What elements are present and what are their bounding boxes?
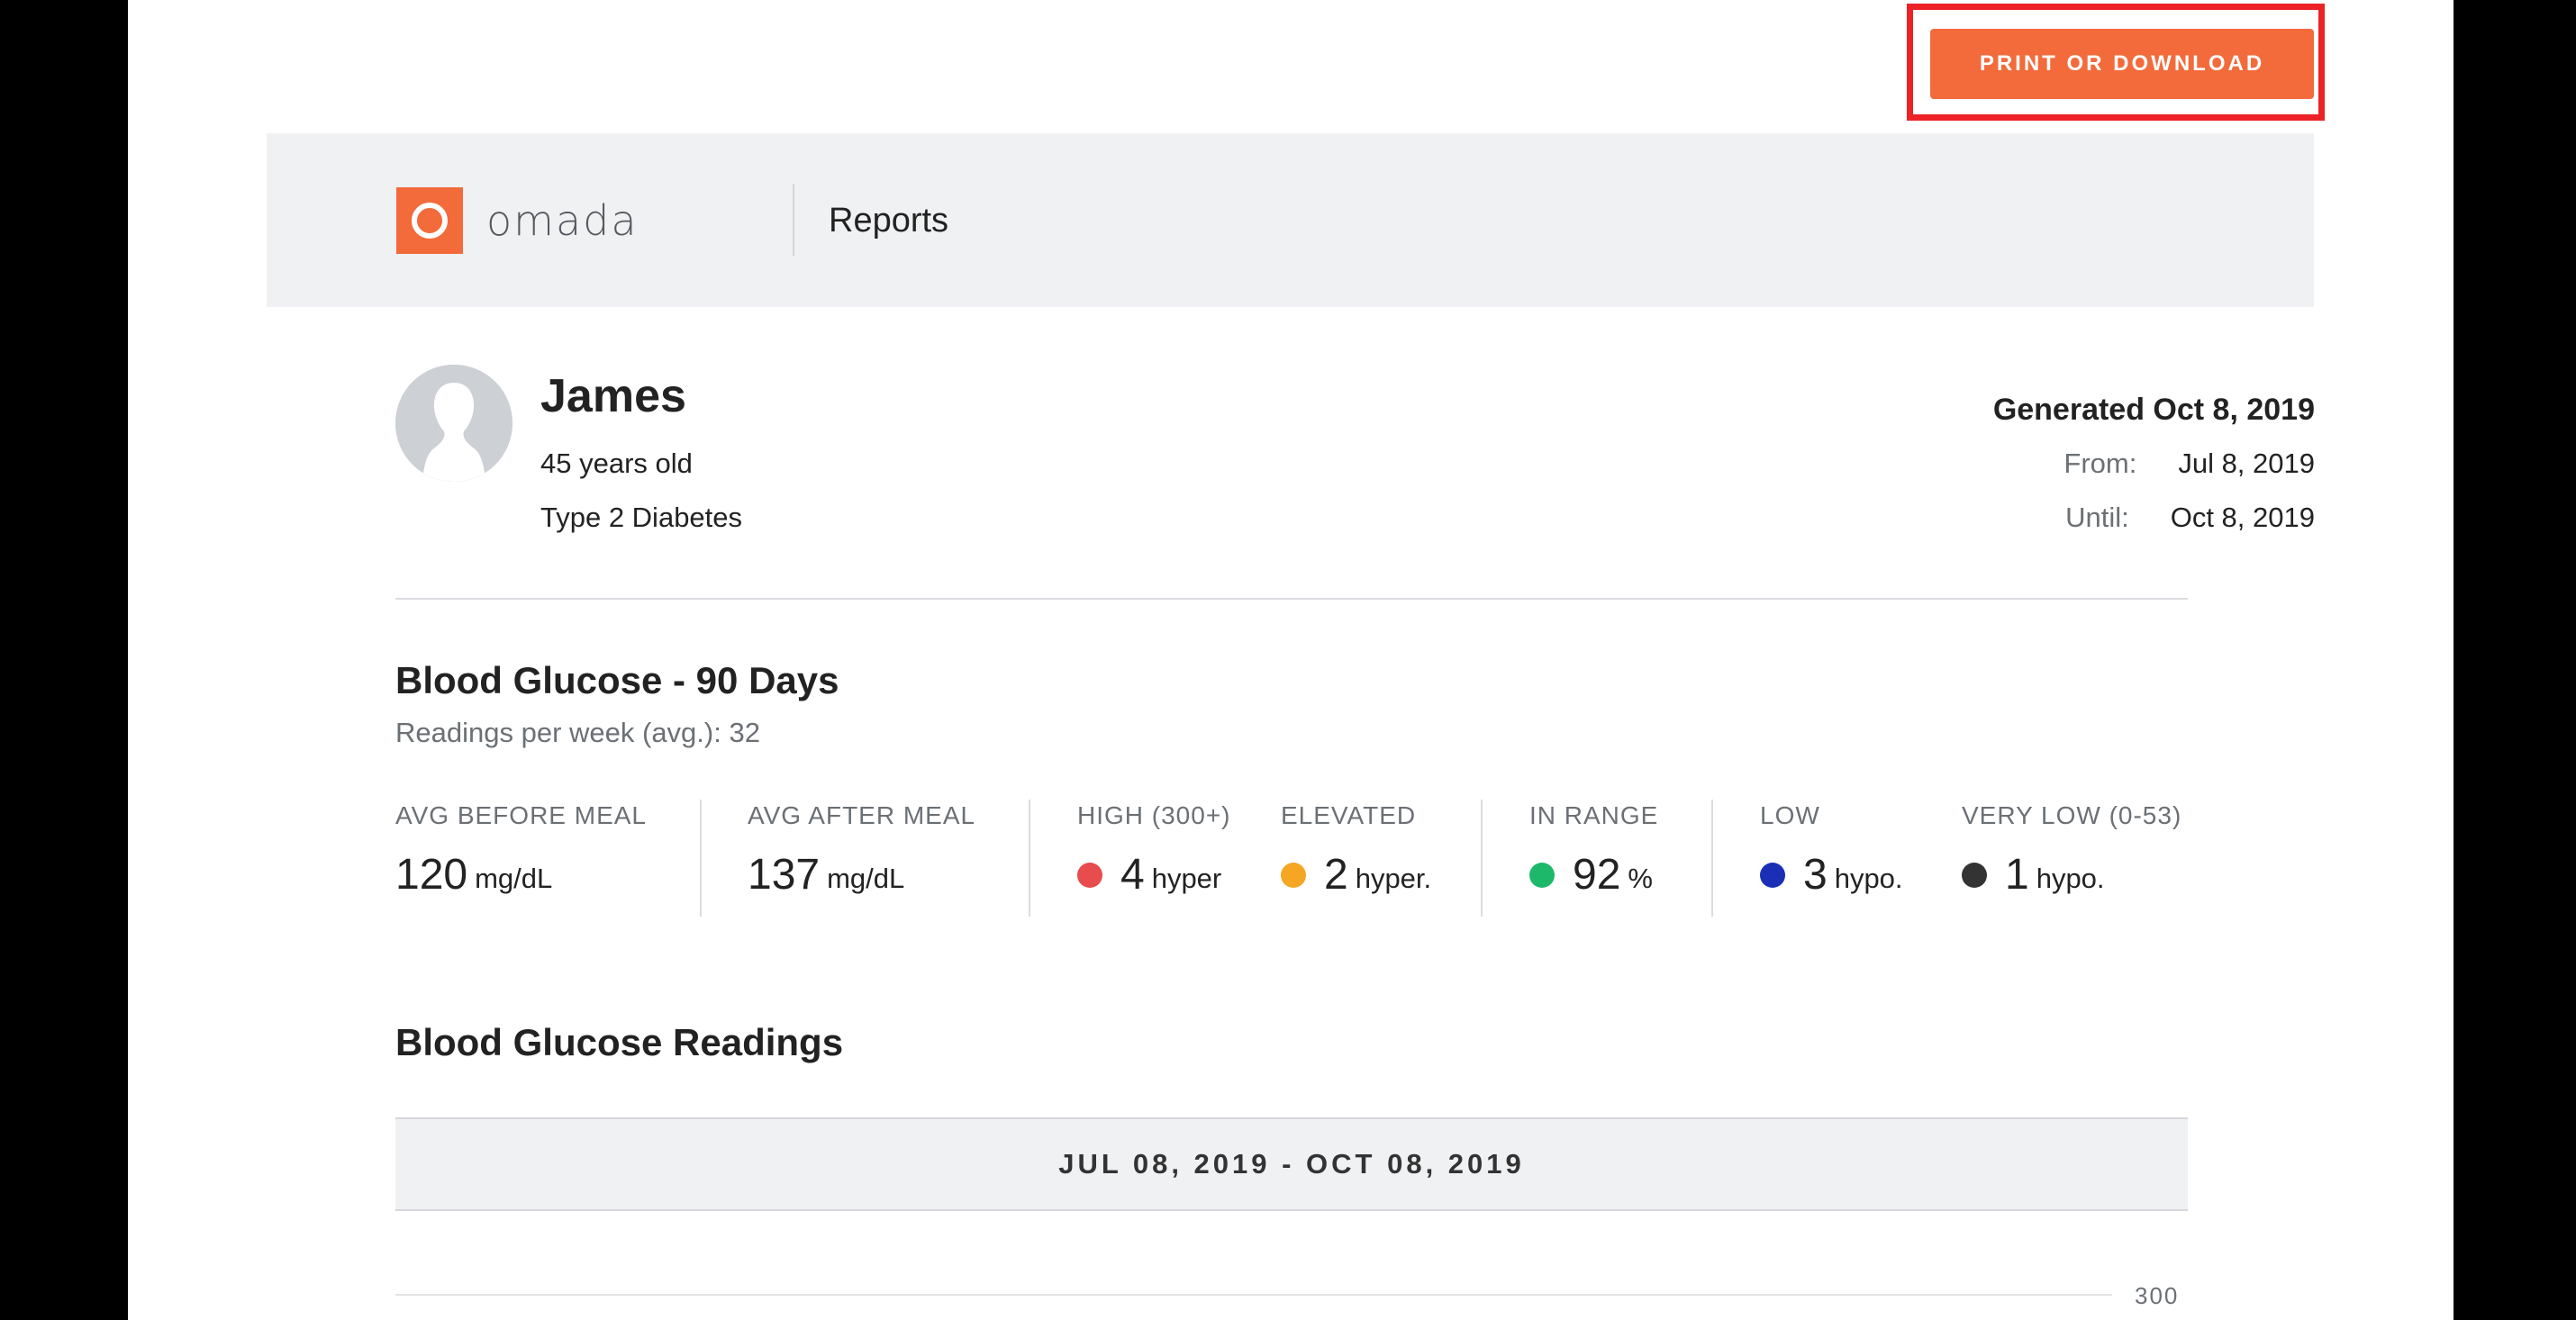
stat-value: 137 mg/dL xyxy=(748,850,975,900)
readings-per-week: Readings per week (avg.): 32 xyxy=(395,717,760,748)
stat-unit: hyper. xyxy=(1355,862,1432,894)
chart-gridline xyxy=(395,1294,2112,1296)
stat-high: HIGH (300+) 4 hyper xyxy=(1077,801,1231,900)
until-value: Oct 8, 2019 xyxy=(2170,502,2315,533)
until-label: Until: xyxy=(2065,502,2129,533)
in-range-status-dot-icon xyxy=(1529,862,1555,888)
patient-condition: Type 2 Diabetes xyxy=(540,502,743,533)
stat-label: LOW xyxy=(1760,801,1820,829)
stat-separator xyxy=(1711,800,1713,917)
report-page: PRINT OR DOWNLOAD omada Reports James 45… xyxy=(128,0,2454,1320)
stat-separator xyxy=(1481,800,1483,917)
stat-label: AVG AFTER MEAL xyxy=(748,801,976,829)
stat-avg-before-meal: AVG BEFORE MEAL 120 mg/dL xyxy=(395,801,647,900)
print-button-highlight xyxy=(1907,4,2325,121)
stat-number: 1 xyxy=(2005,851,2029,899)
stat-label: ELEVATED xyxy=(1281,801,1417,829)
stat-unit: mg/dL xyxy=(475,862,553,894)
stat-label: IN RANGE xyxy=(1529,801,1659,829)
high-status-dot-icon xyxy=(1077,862,1102,888)
stat-value: 92 % xyxy=(1529,850,1658,900)
omada-logo-icon xyxy=(396,187,463,254)
stat-label: AVG BEFORE MEAL xyxy=(395,801,647,829)
stat-avg-after-meal: AVG AFTER MEAL 137 mg/dL xyxy=(748,801,975,900)
generated-date: Generated Oct 8, 2019 xyxy=(1992,393,2315,427)
patient-age: 45 years old xyxy=(540,448,693,479)
from-date-row: From: Jul 8, 2019 xyxy=(2064,448,2315,480)
stat-value: 120 mg/dL xyxy=(395,850,647,900)
logo-wordmark: omada xyxy=(486,196,639,245)
page-title: Reports xyxy=(829,201,949,240)
chart-axis-tick: 300 xyxy=(2135,1282,2180,1309)
print-or-download-button[interactable]: PRINT OR DOWNLOAD xyxy=(1930,29,2314,99)
low-status-dot-icon xyxy=(1760,862,1785,888)
until-date-row: Until: Oct 8, 2019 xyxy=(2065,502,2315,534)
report-header: omada Reports xyxy=(267,133,2314,307)
stat-number: 120 xyxy=(395,851,468,899)
stat-unit: hypo. xyxy=(2036,862,2105,894)
stat-unit: mg/dL xyxy=(827,862,905,894)
readings-section-title: Blood Glucose Readings xyxy=(395,1021,844,1063)
stat-number: 137 xyxy=(748,851,821,899)
stat-low: LOW 3 hypo. xyxy=(1760,801,1903,900)
stat-very-low: VERY LOW (0-53) 1 hypo. xyxy=(1962,801,2181,900)
stat-unit: % xyxy=(1628,862,1653,894)
logo-ring-icon xyxy=(412,203,448,239)
elevated-status-dot-icon xyxy=(1281,862,1306,888)
patient-name: James xyxy=(540,370,686,422)
stat-number: 92 xyxy=(1573,851,1621,899)
from-label: From: xyxy=(2064,448,2137,479)
stat-separator xyxy=(700,800,702,917)
stat-value: 1 hypo. xyxy=(1962,850,2181,900)
stat-value: 2 hyper. xyxy=(1281,850,1431,900)
section-divider xyxy=(395,598,2188,600)
glucose-section-title: Blood Glucose - 90 Days xyxy=(395,659,839,701)
user-silhouette-icon xyxy=(395,365,512,482)
stat-unit: hypo. xyxy=(1834,862,1903,894)
stat-label: VERY LOW (0-53) xyxy=(1962,801,2182,829)
stat-elevated: ELEVATED 2 hyper. xyxy=(1281,801,1431,900)
from-value: Jul 8, 2019 xyxy=(2178,448,2315,479)
stat-number: 2 xyxy=(1324,851,1348,899)
stat-in-range: IN RANGE 92 % xyxy=(1529,801,1658,900)
stat-unit: hyper xyxy=(1151,862,1222,894)
stat-value: 4 hyper xyxy=(1077,850,1231,900)
stat-separator xyxy=(1029,800,1030,917)
stat-number: 4 xyxy=(1120,851,1145,899)
stat-number: 3 xyxy=(1803,851,1828,899)
date-range-band: JUL 08, 2019 - OCT 08, 2019 xyxy=(395,1117,2188,1211)
avatar xyxy=(395,365,512,482)
date-range-label: JUL 08, 2019 - OCT 08, 2019 xyxy=(1058,1148,1525,1180)
stat-value: 3 hypo. xyxy=(1760,850,1903,900)
header-divider xyxy=(793,184,794,256)
stat-label: HIGH (300+) xyxy=(1077,801,1231,829)
very-low-status-dot-icon xyxy=(1962,862,1987,888)
